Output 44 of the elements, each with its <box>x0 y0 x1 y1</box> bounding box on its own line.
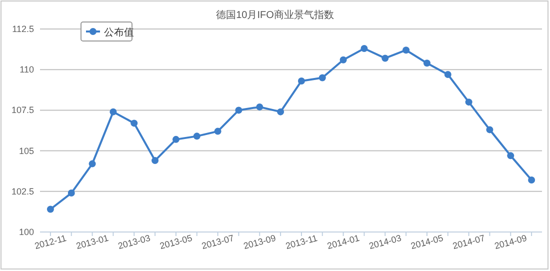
x-tick-label: 2013-07 <box>200 232 236 252</box>
point <box>256 103 264 110</box>
point <box>465 98 472 106</box>
point <box>528 176 536 184</box>
x-tick-label: 2014-03 <box>368 232 402 252</box>
x-tick-label: 2012-11 <box>34 232 68 252</box>
x-tick-label: 2013-01 <box>75 232 110 252</box>
point <box>235 106 242 114</box>
point <box>423 60 430 67</box>
x-tick-label: 2013-09 <box>242 232 277 252</box>
point <box>444 70 452 78</box>
point <box>298 77 305 84</box>
point <box>110 108 117 116</box>
point <box>277 108 284 116</box>
y-tick-label: 100 <box>18 227 34 237</box>
point <box>486 126 494 134</box>
y-tick-label: 112.5 <box>12 24 34 34</box>
point <box>152 157 159 164</box>
legend-label: 公布值 <box>104 26 134 38</box>
y-tick-label: 110 <box>20 64 34 75</box>
point <box>68 190 75 197</box>
point <box>172 136 180 143</box>
x-tick-label: 2013-11 <box>284 232 318 252</box>
x-tick-label: 2014-05 <box>410 232 444 252</box>
point <box>318 74 326 82</box>
x-tick-label: 2014-07 <box>452 232 486 252</box>
x-tick-label: 2014-09 <box>493 232 528 252</box>
point <box>382 54 389 62</box>
chart-title: 德国10月IFO商业景气指数 <box>216 9 334 21</box>
point <box>130 120 138 127</box>
point <box>402 46 410 54</box>
x-tick-label: 2014-01 <box>326 232 361 252</box>
point <box>214 128 222 135</box>
y-tick-label: 102.5 <box>11 186 34 196</box>
point <box>88 160 96 168</box>
x-tick-label: 2013-03 <box>116 232 152 252</box>
x-tick-label: 2013-05 <box>158 232 194 252</box>
point <box>46 206 54 213</box>
point <box>507 152 514 160</box>
point <box>193 132 200 140</box>
point <box>340 56 347 64</box>
point <box>360 44 368 52</box>
y-tick-label: 107.5 <box>11 105 34 116</box>
y-tick-label: 105 <box>18 146 34 156</box>
